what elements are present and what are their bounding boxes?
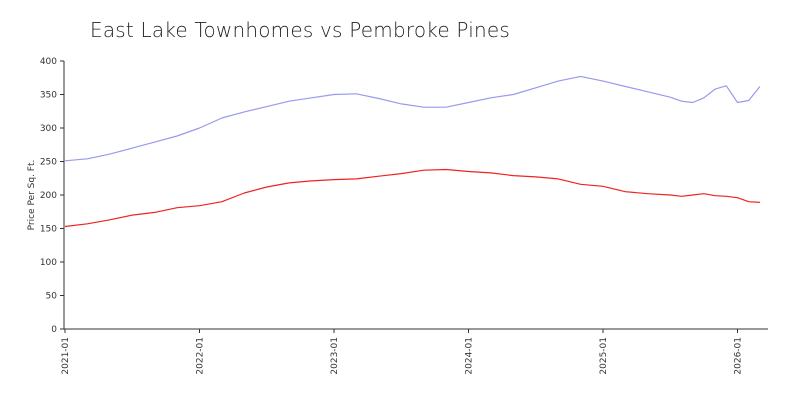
chart-title: East Lake Townhomes vs Pembroke Pines — [90, 18, 510, 42]
series-line-2 — [64, 168, 760, 228]
y-tick-label: 100 — [40, 258, 57, 268]
y-tick-label: 400 — [40, 57, 57, 67]
axes — [60, 60, 768, 333]
x-tick-label: 2025-01 — [599, 337, 609, 375]
x-tick-label: 2026-01 — [734, 337, 744, 375]
y-tick-label: 0 — [51, 325, 57, 335]
x-tick-label: 2021-01 — [61, 337, 71, 375]
series-group — [64, 75, 761, 228]
y-tick-label: 350 — [40, 91, 57, 101]
y-tick-label: 250 — [40, 158, 57, 168]
y-tick-label: 150 — [40, 225, 57, 235]
tick-labels: 0 50 100 150 200 250 300 350 400 2021-01 2022-01 20… — [40, 57, 744, 375]
x-tick-label: 2024-01 — [465, 337, 475, 375]
y-tick-label: 300 — [40, 124, 57, 134]
x-tick-label: 2022-01 — [196, 337, 206, 375]
y-tick-label: 50 — [46, 292, 58, 302]
x-tick-label: 2023-01 — [330, 337, 340, 375]
y-axis-title: Price Per Sq. Ft. — [27, 160, 37, 231]
y-tick-label: 200 — [40, 191, 57, 201]
series-line-1 — [64, 75, 761, 162]
